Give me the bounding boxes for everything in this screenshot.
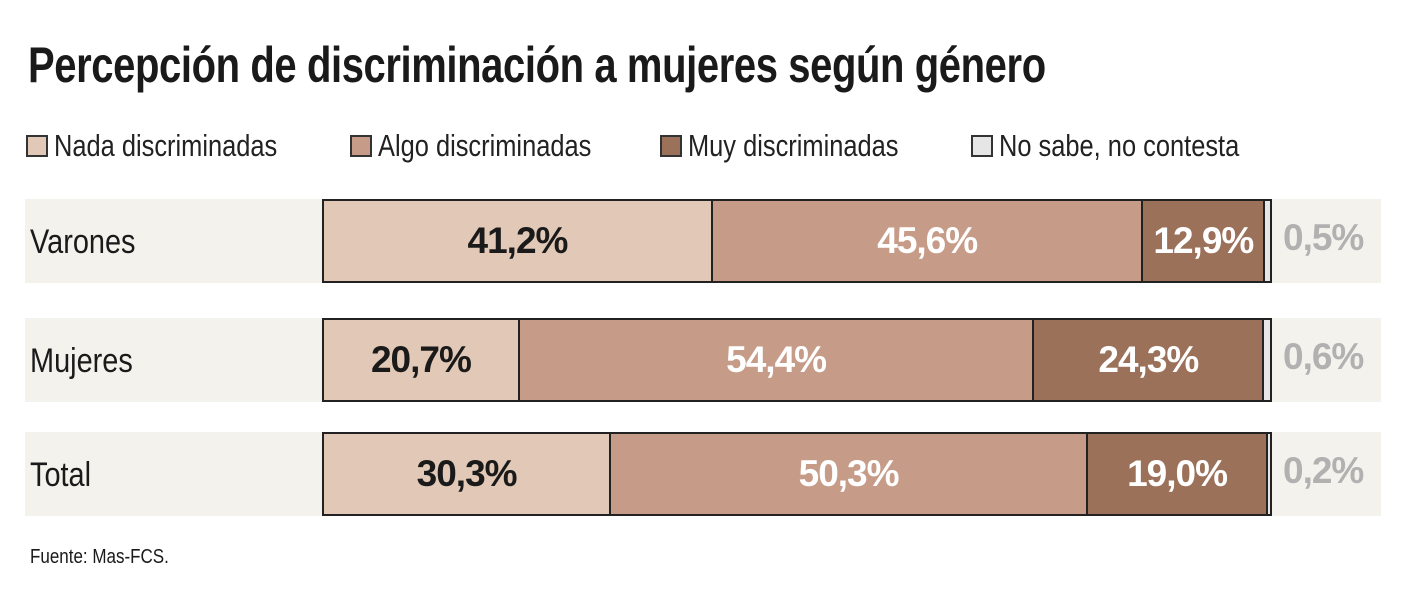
legend-item: No sabe, no contesta (971, 128, 1292, 164)
bar-segment: 30,3% (324, 434, 612, 514)
data-label-outside: 0,5% (1283, 217, 1364, 258)
bar-segment: 50,3% (611, 434, 1088, 514)
legend-swatch (971, 135, 993, 157)
legend-label: Nada discriminadas (54, 128, 278, 163)
data-label: 45,6% (877, 220, 978, 261)
bar-segment: 12,9% (1143, 201, 1266, 281)
category-label: Total (30, 456, 92, 494)
bar-row: Total 30,3% 50,3% 19,0% 0,2% (25, 432, 1381, 516)
data-label: 30,3% (416, 453, 518, 494)
bar-row: Varones 41,2% 45,6% 12,9% 0,5% (25, 199, 1381, 283)
bar-segment: 41,2% (324, 201, 713, 281)
data-label: 41,2% (467, 220, 569, 261)
data-label: 12,9% (1153, 220, 1254, 261)
legend-item: Muy discriminadas (660, 128, 945, 164)
data-label: 19,0% (1127, 453, 1228, 494)
legend-label: Algo discriminadas (378, 128, 592, 163)
bar-segment: 19,0% (1087, 434, 1269, 514)
data-label: 54,4% (726, 339, 827, 380)
chart-title: Percepción de discriminación a mujeres s… (28, 37, 1046, 93)
data-label: 24,3% (1098, 339, 1199, 380)
bar-segment (1265, 201, 1270, 281)
legend-swatch (660, 135, 682, 157)
legend-swatch (26, 135, 48, 157)
data-label-outside: 0,2% (1283, 450, 1364, 491)
bar-segment: 24,3% (1034, 320, 1265, 400)
legend-swatch (350, 135, 372, 157)
bar-segment (1268, 434, 1270, 514)
bar-segment: 20,7% (324, 320, 520, 400)
stacked-bar: 30,3% 50,3% 19,0% (322, 432, 1272, 516)
category-label: Varones (30, 223, 136, 261)
legend-label: No sabe, no contesta (999, 128, 1240, 163)
legend-item: Algo discriminadas (350, 128, 638, 164)
stacked-bar: 41,2% 45,6% 12,9% (322, 199, 1272, 283)
bar-segment (1264, 320, 1270, 400)
source-note: Fuente: Mas-FCS. (30, 546, 169, 568)
legend-label: Muy discriminadas (688, 128, 899, 163)
category-label: Mujeres (30, 342, 133, 380)
data-label: 50,3% (798, 453, 900, 494)
data-label-outside: 0,6% (1283, 336, 1364, 377)
bar-row: Mujeres 20,7% 54,4% 24,3% 0,6% (25, 318, 1381, 402)
bar-segment: 45,6% (712, 201, 1144, 281)
stacked-bar: 20,7% 54,4% 24,3% (322, 318, 1272, 402)
bar-segment: 54,4% (519, 320, 1035, 400)
legend-item: Nada discriminadas (26, 128, 326, 164)
data-label: 20,7% (370, 339, 472, 380)
